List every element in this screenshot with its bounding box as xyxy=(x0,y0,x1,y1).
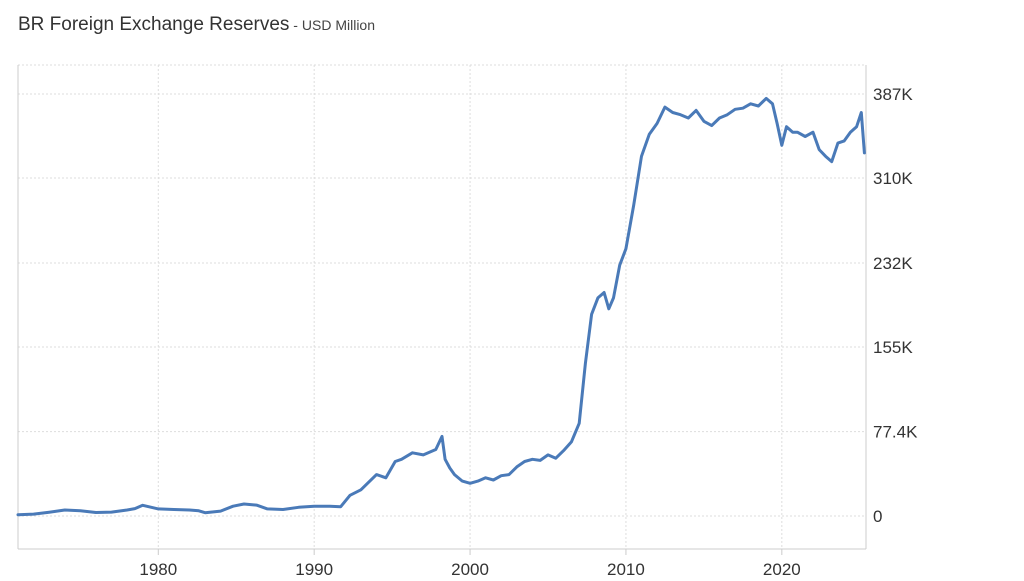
chart-unit: USD Million xyxy=(301,17,375,33)
y-tick-label: 232K xyxy=(873,254,913,273)
plot-frame xyxy=(17,64,867,550)
y-tick-label: 310K xyxy=(873,169,913,188)
x-tick-label: 1990 xyxy=(295,560,333,579)
x-tick-label: 1980 xyxy=(139,560,177,579)
x-axis-ticks: 1980 1990 2000 2010 2020 xyxy=(139,549,801,579)
y-tick-label: 77.4K xyxy=(873,423,918,442)
y-axis-ticks: 0 77.4K 155K 232K 310K 387K xyxy=(873,85,918,526)
y-tick-label: 387K xyxy=(873,85,913,104)
chart-title-row: BR Foreign Exchange Reserves - USD Milli… xyxy=(18,14,375,36)
series-line-reserves xyxy=(16,96,866,517)
x-tick-label: 2020 xyxy=(763,560,801,579)
x-tick-label: 2000 xyxy=(451,560,489,579)
x-tick-label: 2010 xyxy=(607,560,645,579)
series-layer xyxy=(16,96,866,517)
grid-layer xyxy=(18,65,866,549)
y-tick-label: 0 xyxy=(873,507,882,526)
title-separator: - xyxy=(289,17,302,33)
chart-title: BR Foreign Exchange Reserves xyxy=(18,14,290,35)
y-tick-label: 155K xyxy=(873,338,913,357)
